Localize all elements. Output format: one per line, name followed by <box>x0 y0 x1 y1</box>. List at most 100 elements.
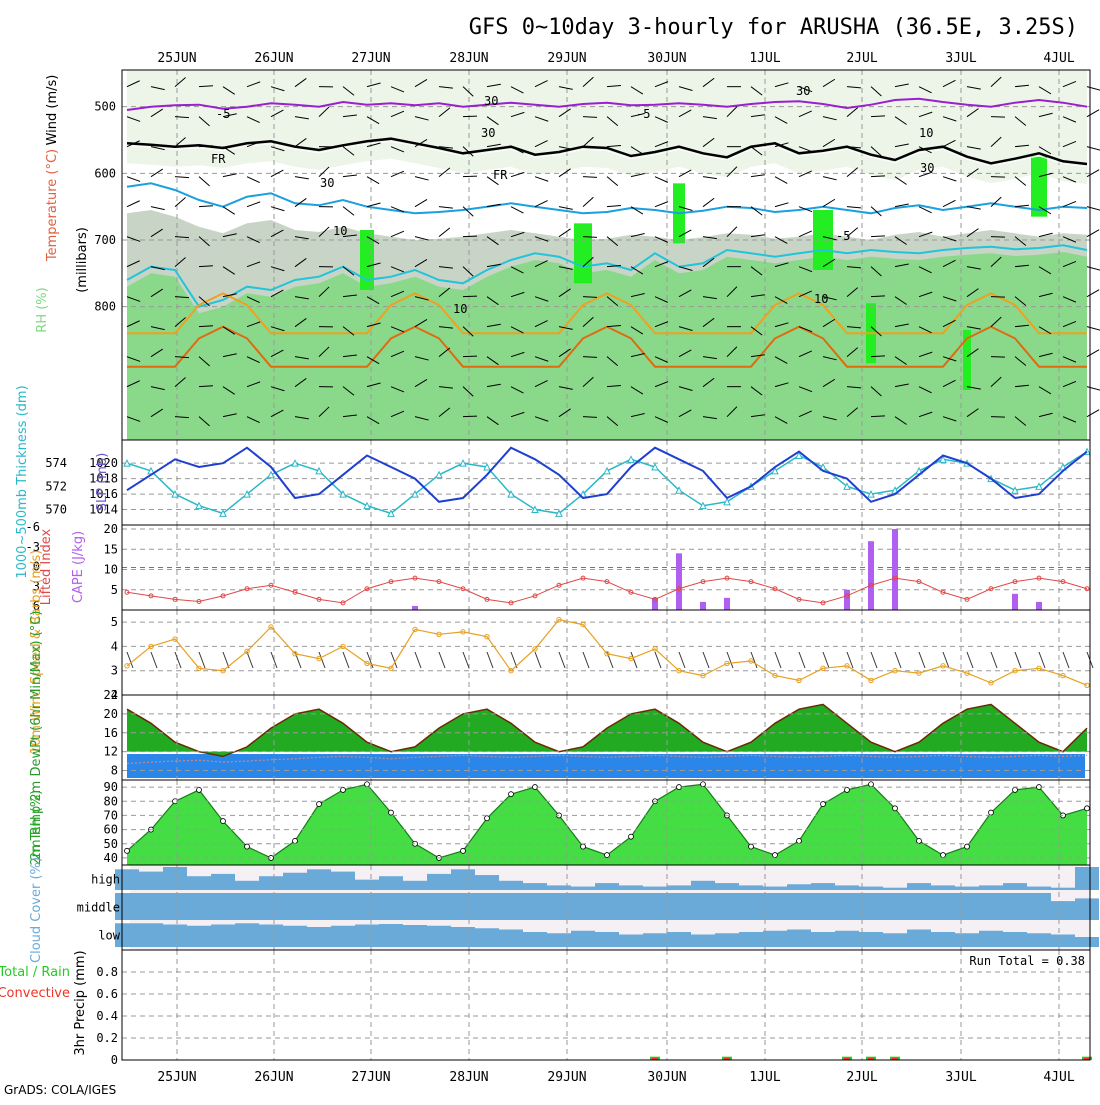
rh-marker <box>461 848 466 853</box>
cape-bar <box>724 598 730 610</box>
date-label-top: 30JUN <box>647 51 686 66</box>
cape-tick-label: 5 <box>111 583 118 597</box>
cloud-bar-middle <box>355 893 379 920</box>
wind-barb <box>847 652 853 668</box>
legend-wind: Wind (m/s) <box>45 75 60 146</box>
cloud-bar-low <box>811 932 835 947</box>
rh-marker <box>509 792 514 797</box>
chart-title: GFS 0~10day 3-hourly for ARUSHA (36.5E, … <box>469 15 1078 40</box>
rh-marker <box>749 844 754 849</box>
date-label-bottom: 29JUN <box>547 1070 586 1085</box>
wind-barb <box>223 652 229 668</box>
cloud-bar-middle <box>811 893 835 920</box>
cloud-bar-middle <box>283 893 307 920</box>
li-tick-label: -6 <box>26 520 40 534</box>
rh-marker <box>821 802 826 807</box>
contour-label: 10 <box>919 126 933 140</box>
wind-barb <box>655 652 661 668</box>
cloud-bar-middle <box>619 893 643 920</box>
cloud-bar-high <box>379 876 403 890</box>
pressure-tick-label: 600 <box>94 166 116 180</box>
wind-barb <box>463 652 469 668</box>
wind-tick-label: 3 <box>111 664 118 678</box>
cloud-bar-low <box>859 932 883 947</box>
wind-barb <box>751 652 757 668</box>
thickness-marker <box>604 468 610 474</box>
rh-marker <box>245 844 250 849</box>
thickness-marker <box>268 472 274 478</box>
rh-marker <box>629 834 634 839</box>
rh-marker <box>893 806 898 811</box>
legend-temperature: Temperature (°C) <box>45 149 60 262</box>
cloud-bar-low <box>475 928 499 947</box>
legend-convective: Convective <box>0 986 70 1001</box>
cape-bar <box>868 541 874 610</box>
cloud-bar-middle <box>739 893 763 920</box>
cloud-bar-low <box>403 925 427 947</box>
cloud-bar-middle <box>307 893 331 920</box>
date-label-top: 29JUN <box>547 51 586 66</box>
wind-barb <box>175 652 181 668</box>
cloud-bar-middle <box>235 893 259 920</box>
cloud-bar-high <box>259 876 283 890</box>
cloud-bar-high <box>763 887 787 890</box>
cloud-bar-middle <box>691 893 715 920</box>
contour-label: 30 <box>320 176 334 190</box>
cloud-bar-high <box>211 874 235 890</box>
wind-barb <box>919 652 925 668</box>
contour-label: FR <box>493 168 508 182</box>
cloud-bar-high <box>1075 867 1099 890</box>
date-label-top: 25JUN <box>157 51 196 66</box>
rh-saturated-patch <box>574 223 592 283</box>
contour-label: 10 <box>814 292 828 306</box>
cape-tick-label: 15 <box>104 542 118 556</box>
rh-marker <box>341 787 346 792</box>
cloud-bar-high <box>163 867 187 890</box>
cloud-bar-low <box>763 931 787 947</box>
rh-marker <box>845 787 850 792</box>
cloud-bar-middle <box>715 893 739 920</box>
cape-axis-title: CAPE (J/kg) <box>71 531 86 603</box>
date-label-bottom: 3JUL <box>945 1070 976 1085</box>
rh-tick-label: 60 <box>104 823 118 837</box>
cloud-bar-middle <box>211 893 235 920</box>
precip-tick-label: 0.2 <box>96 1031 118 1045</box>
cloud-bar-low <box>667 932 691 947</box>
contour-label: 10 <box>453 302 467 316</box>
cloud-bar-high <box>811 883 835 890</box>
cloud-bar-low <box>595 932 619 947</box>
cloud-bar-high <box>931 885 955 890</box>
wind-barb <box>823 652 829 668</box>
rh-marker <box>581 844 586 849</box>
cloud-bar-middle <box>835 893 859 920</box>
contour-label: 10 <box>333 224 347 238</box>
date-label-top: 27JUN <box>351 51 390 66</box>
cloud-bar-low <box>571 931 595 947</box>
precip-tick-label: 0.8 <box>96 965 118 979</box>
cloud-bar-middle <box>475 893 499 920</box>
wind-barb <box>319 652 325 668</box>
wind-barb <box>871 652 877 668</box>
cloud-bar-middle <box>667 893 691 920</box>
cloud-level-label: high <box>91 873 120 887</box>
date-label-bottom: 4JUL <box>1043 1070 1074 1085</box>
cloud-bar-middle <box>547 893 571 920</box>
cloud-bar-middle <box>571 893 595 920</box>
cloud-bar-high <box>715 883 739 890</box>
cloud-bar-low <box>691 935 715 948</box>
cloud-bar-high <box>235 881 259 890</box>
cloud-axis-title: Cloud Cover (%) <box>29 857 44 963</box>
cloud-bar-middle <box>499 893 523 920</box>
cape-bar <box>1012 594 1018 610</box>
date-label-top: 28JUN <box>449 51 488 66</box>
wind-barb <box>583 652 589 668</box>
cloud-bar-low <box>331 926 355 947</box>
thickness-marker <box>436 472 442 478</box>
cloud-bar-high <box>1003 883 1027 890</box>
